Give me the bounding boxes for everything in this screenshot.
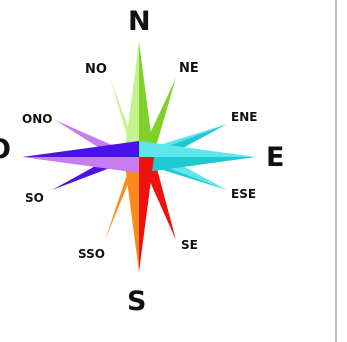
west-point-dark — [22, 141, 139, 157]
label-east-southeast: ESE — [231, 187, 257, 201]
label-northwest: NO — [85, 62, 107, 77]
label-southwest: SO — [25, 191, 44, 205]
south-point-light — [124, 157, 139, 272]
east-point-light — [139, 141, 256, 157]
label-west-northwest: ONO — [22, 112, 53, 126]
south-point-dark — [139, 157, 154, 272]
north-point-dark — [139, 42, 154, 157]
label-east-northeast: ENE — [231, 110, 258, 124]
cardinal-points — [22, 42, 256, 272]
label-south: S — [127, 286, 147, 317]
west-point-light — [22, 157, 139, 173]
label-southeast: SE — [181, 238, 198, 252]
east-point-dark — [139, 157, 256, 173]
right-border-line — [335, 0, 337, 342]
label-south-southwest: SSO — [78, 247, 105, 261]
label-west: O — [0, 136, 11, 163]
label-northeast: NE — [179, 61, 199, 76]
north-point-light — [124, 42, 139, 157]
label-east: E — [266, 142, 285, 173]
label-north: N — [128, 6, 151, 37]
